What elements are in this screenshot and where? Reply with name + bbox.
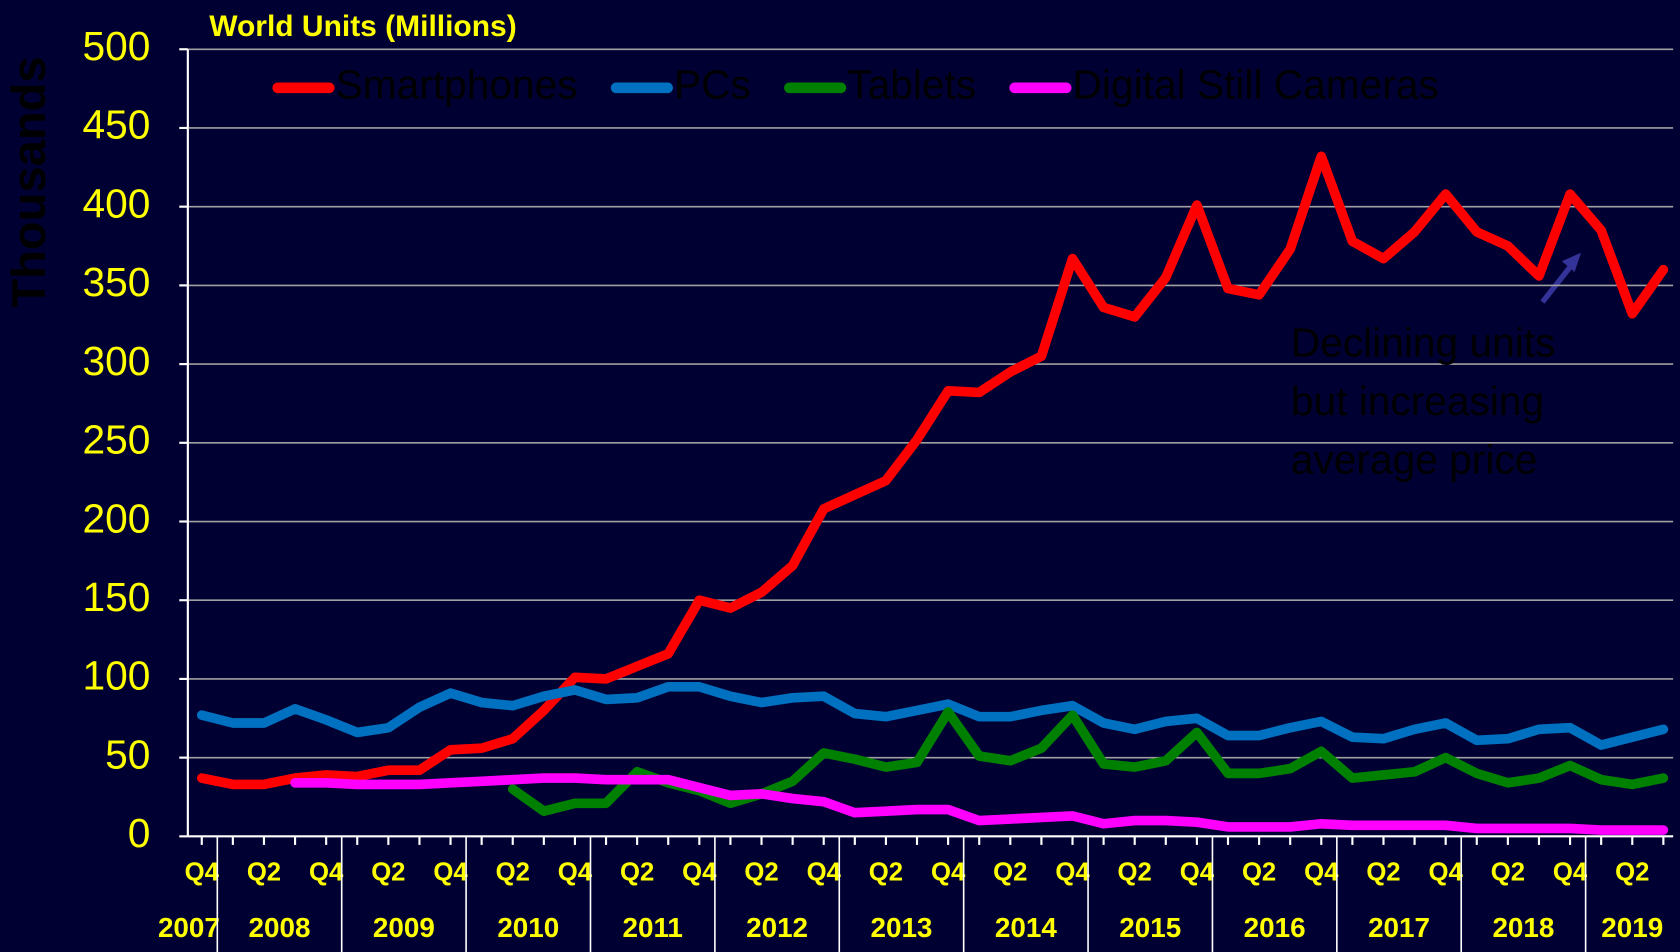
annotation-arrow-head [1561, 252, 1582, 272]
x-tick-label: Q2 [620, 859, 654, 887]
x-tick-label: Q4 [1055, 859, 1090, 887]
y-tick-label: 500 [82, 23, 150, 69]
year-label: 2014 [995, 912, 1057, 943]
x-tick-label: Q2 [993, 859, 1027, 887]
year-label: 2017 [1368, 912, 1430, 943]
x-tick-label: Q2 [371, 859, 405, 887]
y-axis-label: Thousands [2, 56, 55, 307]
y-tick-label: 300 [82, 338, 150, 384]
y-tick-label: 450 [82, 102, 150, 148]
y-tick-label: 50 [105, 731, 150, 777]
x-tick-label: Q4 [807, 859, 842, 887]
x-tick-label: Q4 [1304, 859, 1339, 887]
annotation: Declining units [1291, 320, 1556, 366]
annotation-arrow [1540, 259, 1577, 304]
chart-title: World Units (Millions) [209, 10, 516, 43]
y-tick-label: 0 [128, 810, 151, 856]
x-tick-label: Q4 [931, 859, 966, 887]
x-tick-label: Q4 [309, 859, 344, 887]
x-tick-label: Q4 [1180, 859, 1215, 887]
series-line [196, 681, 1669, 750]
legend-label: PCs [674, 62, 751, 108]
x-tick-label: Q4 [185, 859, 220, 887]
y-tick-label: 250 [82, 417, 150, 463]
legend-label: Smartphones [336, 62, 578, 108]
annotation: but increasing [1291, 378, 1544, 424]
x-tick-label: Q2 [744, 859, 778, 887]
x-tick-label: Q4 [1429, 859, 1464, 887]
x-tick-label: Q4 [558, 859, 593, 887]
year-label: 2009 [373, 912, 435, 943]
x-tick-label: Q2 [1491, 859, 1525, 887]
year-label: 2015 [1119, 912, 1181, 943]
x-tick-label: Q2 [496, 859, 530, 887]
year-label: 2018 [1492, 912, 1554, 943]
x-tick-label: Q2 [247, 859, 281, 887]
series-line [290, 773, 1669, 835]
year-label: 2012 [746, 912, 808, 943]
y-tick-label: 400 [82, 180, 150, 226]
x-tick-label: Q2 [1366, 859, 1400, 887]
annotation: average price [1291, 436, 1538, 482]
year-label: 2010 [497, 912, 559, 943]
year-label: 2019 [1601, 912, 1663, 943]
y-tick-label: 100 [82, 653, 150, 699]
y-tick-label: 150 [82, 574, 150, 620]
year-label: 2011 [622, 912, 682, 943]
x-tick-label: Q4 [1553, 859, 1588, 887]
legend-label: Tablets [847, 62, 976, 108]
x-tick-label: Q4 [433, 859, 468, 887]
legend-label: Digital Still Cameras [1073, 62, 1439, 108]
year-label: 2013 [871, 912, 933, 943]
year-label: 2007 [158, 912, 220, 943]
x-tick-label: Q2 [1242, 859, 1276, 887]
year-label: 2008 [249, 912, 311, 943]
x-tick-label: Q2 [869, 859, 903, 887]
y-tick-label: 350 [82, 259, 150, 305]
y-tick-label: 200 [82, 495, 150, 541]
x-tick-label: Q4 [682, 859, 717, 887]
x-tick-label: Q2 [1615, 859, 1649, 887]
year-label: 2016 [1244, 912, 1306, 943]
series-line [196, 151, 1669, 790]
x-tick-label: Q2 [1118, 859, 1152, 887]
